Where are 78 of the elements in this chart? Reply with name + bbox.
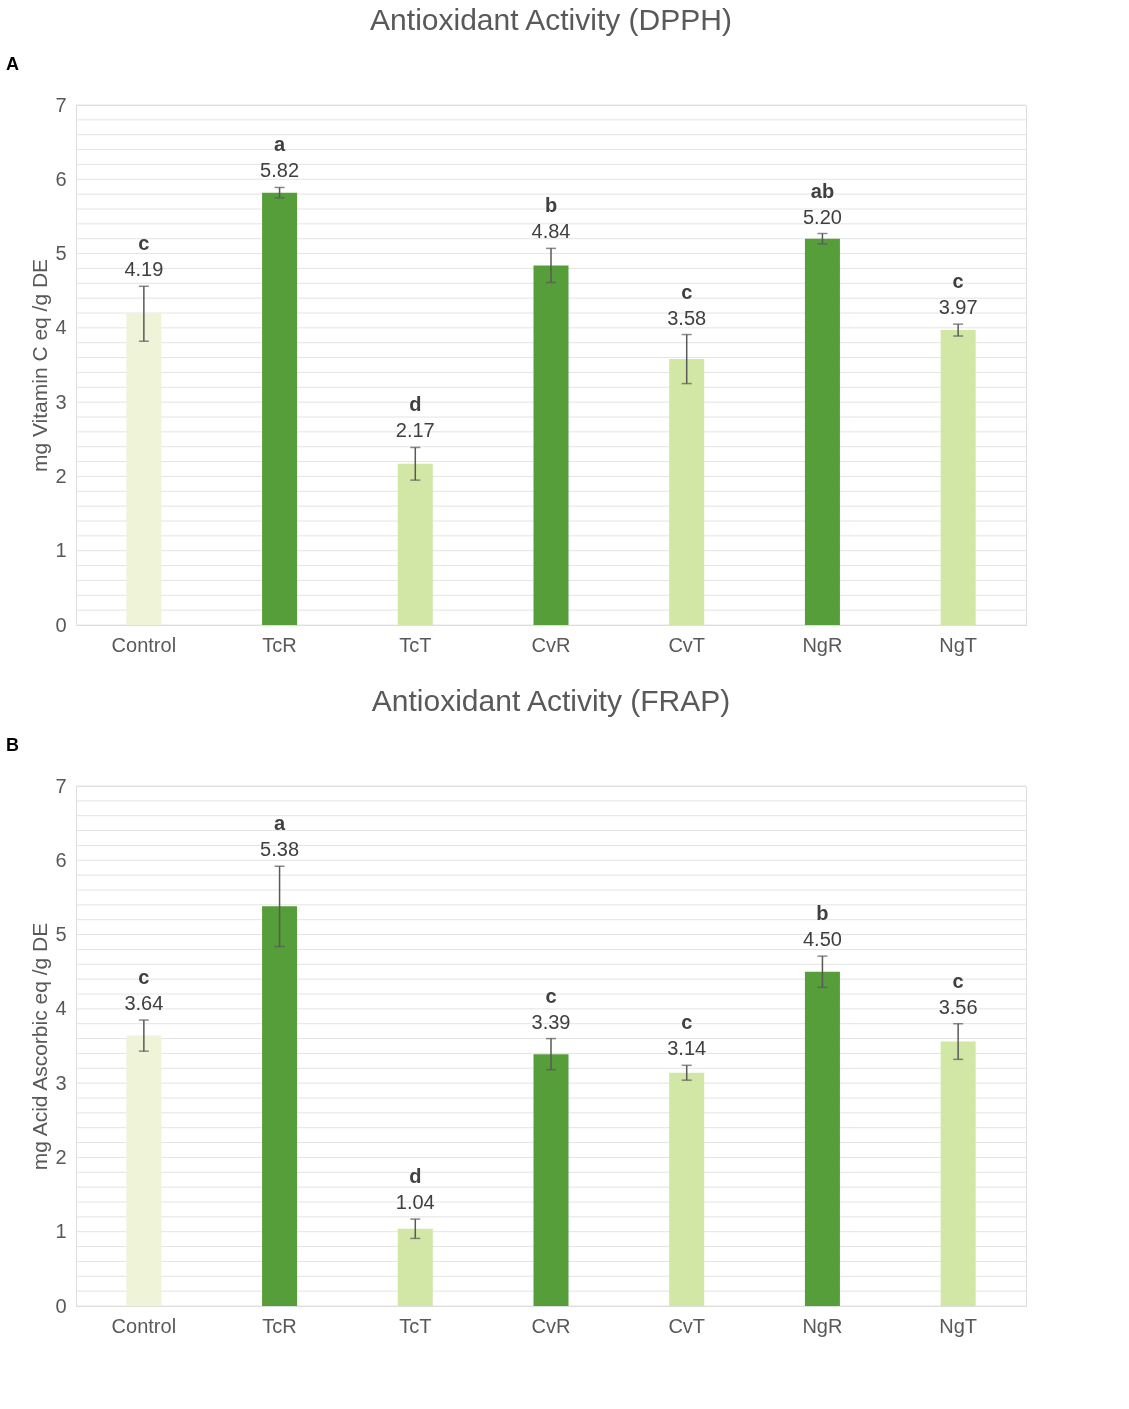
annotation: a — [274, 812, 287, 835]
bar — [262, 192, 298, 625]
y-axis-title: mg Vitamin C eq /g DE — [28, 258, 52, 473]
x-tick-label: NgR — [802, 633, 843, 656]
annotation: c — [138, 232, 150, 255]
x-tick-label: CvR — [531, 1314, 571, 1337]
y-axis-title: mg Acid Ascorbic eq /g DE — [28, 922, 52, 1171]
data-label: 2.17 — [395, 419, 435, 442]
x-tick-label: CvR — [531, 633, 571, 656]
bar — [126, 313, 162, 625]
annotation: a — [274, 133, 287, 156]
bar — [804, 238, 840, 625]
annotation: d — [409, 1165, 422, 1188]
chart-title: Antioxidant Activity (FRAP) — [371, 684, 731, 717]
bar — [940, 330, 976, 625]
y-tick-label: 5 — [55, 923, 67, 946]
y-tick-label: 4 — [55, 316, 67, 339]
data-label: 3.97 — [938, 296, 978, 319]
annotation: c — [681, 1011, 693, 1034]
y-tick-label: 2 — [55, 1145, 67, 1168]
data-label: 3.14 — [667, 1037, 707, 1060]
x-tick-label: NgR — [802, 1314, 843, 1337]
x-tick-label: TcT — [399, 633, 432, 656]
bar — [397, 463, 433, 625]
x-tick-label: CvT — [668, 633, 706, 656]
data-label: 3.56 — [938, 995, 978, 1018]
x-tick-label: Control — [111, 1314, 177, 1337]
y-tick-label: 1 — [55, 1220, 67, 1243]
y-tick-label: 2 — [55, 464, 67, 487]
y-tick-label: 3 — [55, 390, 67, 413]
chart-title: Antioxidant Activity (DPPH) — [370, 3, 732, 36]
y-tick-label: 7 — [55, 774, 67, 797]
bar — [262, 906, 298, 1306]
annotation: b — [544, 194, 558, 217]
annotation: c — [545, 984, 557, 1007]
data-label: 5.20 — [802, 205, 842, 228]
x-tick-label: Control — [111, 633, 177, 656]
y-tick-label: 1 — [55, 539, 67, 562]
data-label: 5.82 — [260, 159, 300, 182]
data-label: 3.39 — [531, 1010, 571, 1033]
y-tick-label: 0 — [55, 613, 67, 636]
x-tick-label: TcR — [262, 633, 297, 656]
bar — [126, 1035, 162, 1306]
data-label: 1.04 — [395, 1191, 435, 1214]
annotation: b — [816, 902, 829, 925]
y-tick-label: 5 — [55, 242, 67, 265]
annotation: c — [138, 966, 150, 988]
annotation: c — [952, 270, 964, 293]
x-tick-label: TcR — [262, 1314, 297, 1337]
x-tick-label: CvT — [668, 1314, 706, 1337]
data-label: 3.64 — [124, 992, 164, 1014]
x-tick-label: NgT — [939, 1314, 978, 1337]
data-label: 4.19 — [124, 258, 164, 281]
bar — [533, 1054, 569, 1306]
x-tick-label: TcT — [399, 1314, 432, 1337]
y-tick-label: 6 — [55, 848, 67, 871]
bar — [669, 359, 705, 625]
bar — [397, 1228, 433, 1306]
data-label: 4.50 — [802, 928, 842, 951]
annotation: c — [681, 280, 693, 303]
bar — [669, 1072, 705, 1306]
annotation: ab — [810, 179, 835, 202]
bar — [940, 1041, 976, 1306]
data-label: 3.58 — [667, 306, 707, 329]
x-tick-label: NgT — [939, 633, 978, 656]
text: A — [6, 54, 19, 74]
annotation: d — [409, 393, 422, 416]
y-tick-label: 7 — [55, 93, 67, 116]
annotation: c — [952, 969, 964, 992]
y-tick-label: 3 — [55, 1071, 67, 1094]
bar — [533, 265, 569, 625]
data-label: 5.38 — [260, 838, 300, 861]
data-label: 4.84 — [531, 220, 571, 243]
text: B — [6, 735, 19, 755]
y-tick-label: 6 — [55, 167, 67, 190]
y-tick-label: 0 — [55, 1294, 67, 1317]
y-tick-label: 4 — [55, 997, 67, 1020]
bar — [804, 971, 840, 1306]
